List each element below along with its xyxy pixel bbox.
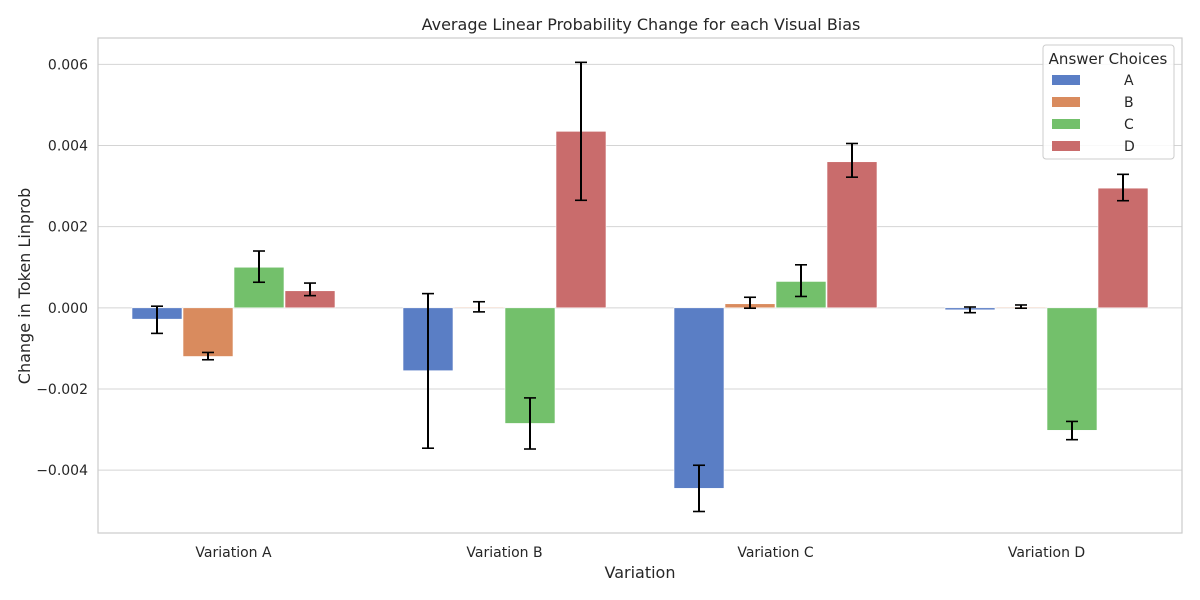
x-tick-label: Variation C [737,545,814,561]
bar-C-1 [233,266,285,309]
bar-D-3 [826,161,878,309]
x-tick-label: Variation B [466,545,542,561]
bar-A-3 [673,307,725,489]
y-tick-label: −0.004 [36,463,88,479]
y-tick-label: −0.002 [36,382,88,398]
legend-title: Answer Choices [1049,50,1168,68]
plot-frame [97,37,1183,534]
y-axis-label: Change in Token Linprob [15,188,34,384]
legend-swatch-A [1052,75,1080,85]
bar-B-1 [182,307,234,357]
bars [131,131,1149,489]
legend-swatch-C [1052,119,1080,129]
y-tick-labels: −0.004 −0.002 0.000 0.002 0.004 0.006 [36,57,88,479]
bar-C-4 [1046,307,1098,431]
x-tick-label: Variation A [195,545,272,561]
legend-label-B: B [1124,95,1134,111]
chart-title: Average Linear Probability Change for ea… [422,15,861,34]
legend-frame [1042,44,1175,160]
x-tick-label: Variation D [1008,545,1085,561]
legend-label-A: A [1124,73,1134,89]
bar-D-2 [555,131,607,309]
y-tick-label: 0.000 [48,301,88,317]
y-tick-label: 0.004 [48,139,88,155]
y-tick-label: 0.006 [48,57,88,73]
y-tick-label: 0.002 [48,220,88,236]
x-axis-label: Variation [605,563,676,582]
legend-label-C: C [1124,117,1134,133]
legend-label-D: D [1124,139,1135,155]
legend-swatch-D [1052,141,1080,151]
legend-swatch-B [1052,97,1080,107]
x-tick-labels: Variation A Variation B Variation C Variati… [195,545,1085,561]
bar-D-4 [1097,187,1149,309]
error-bars [151,61,1129,513]
